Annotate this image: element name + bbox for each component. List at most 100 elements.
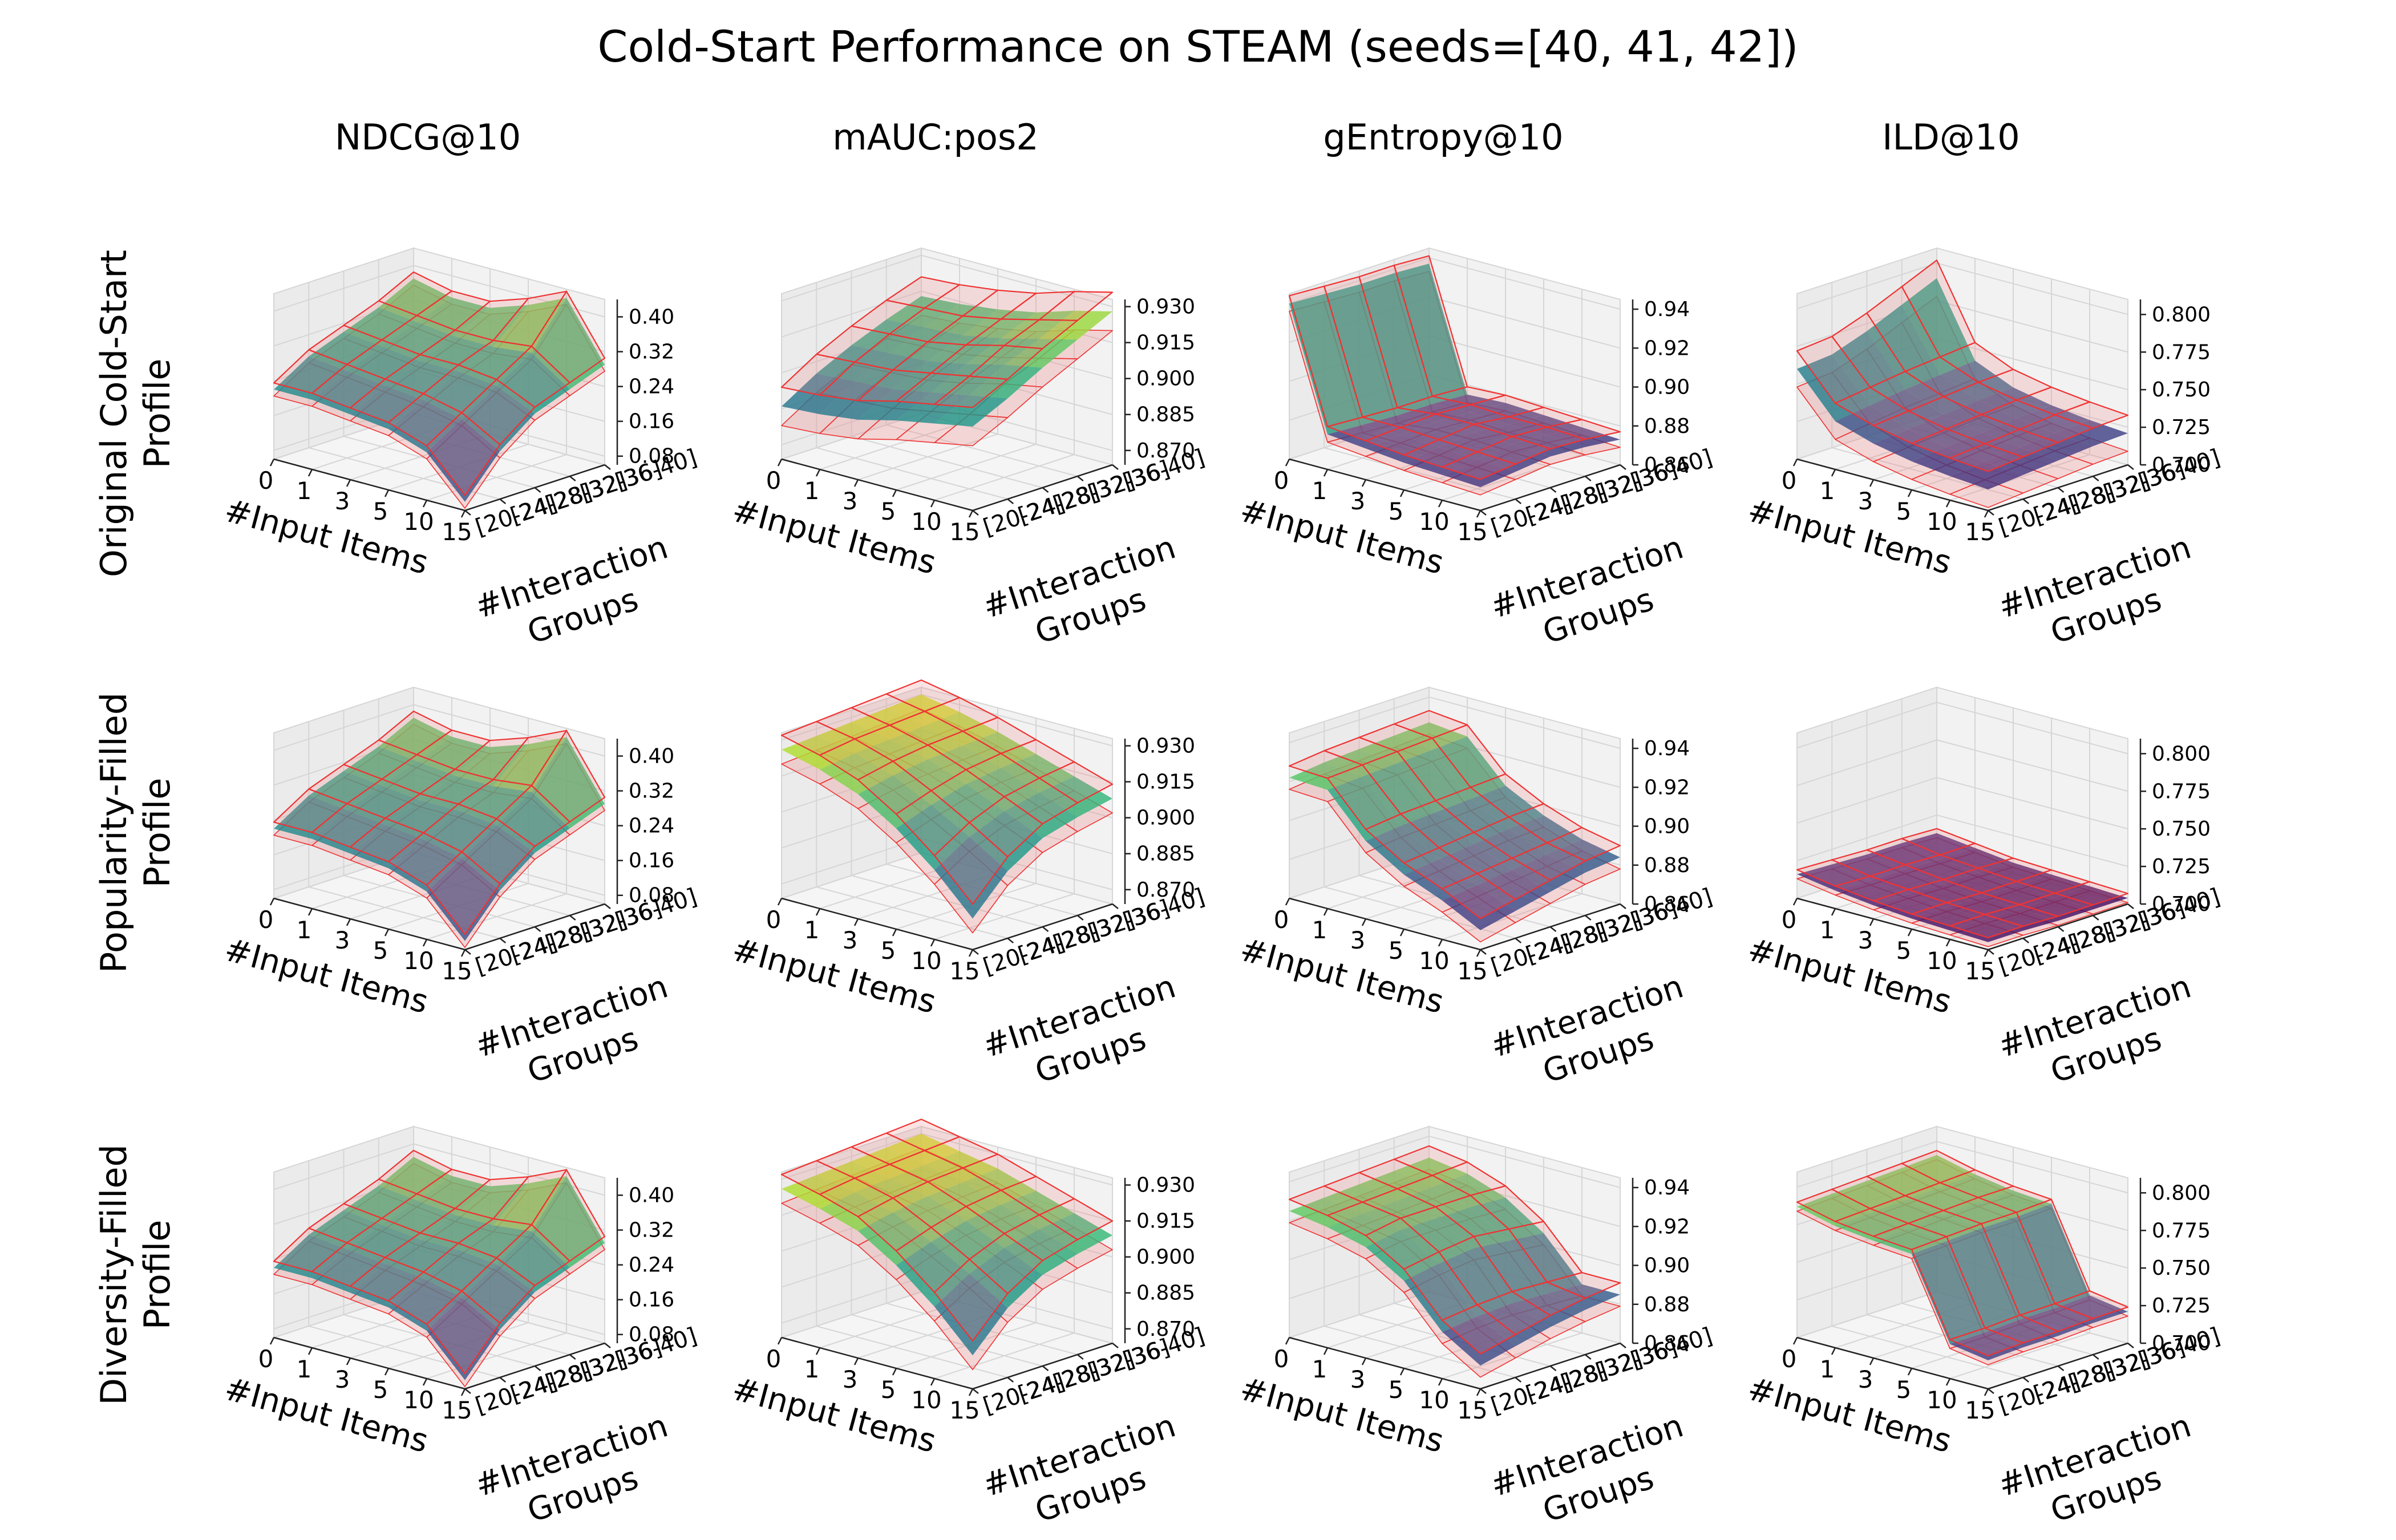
surface-cell [493,1176,566,1231]
grid-line [413,1143,605,1196]
x-tick-mark [892,1368,897,1376]
x-tick-mark [1438,939,1443,947]
x-tick-mark [1984,1388,1989,1396]
surface-cell [531,737,605,829]
grid-line [1428,1136,1621,1189]
surface-cell [858,1212,932,1266]
y-tick-mark [604,464,611,470]
surface-cell [1366,1230,1439,1281]
grid-line [851,1314,1043,1367]
surface-cell [462,825,535,891]
z-tick-label: 0.800 [2152,1181,2211,1205]
surface-cell [962,309,1036,339]
z-tick-label: 0.900 [1136,1246,1195,1269]
x-tick-mark [1399,929,1405,937]
z-tick-label: 0.930 [1136,1174,1195,1197]
grid-line [921,254,1113,307]
z-tick-label: 0.88 [1644,854,1690,877]
grid-line [1796,777,1937,824]
surface-cell [416,1176,490,1215]
grid-line [1796,739,1937,787]
x-tick-mark [777,459,783,467]
z-tick-label: 0.885 [1136,1282,1195,1305]
x-tick-label: 1 [804,1355,820,1383]
surface-cell [886,296,960,327]
x-tick-label: 10 [403,1386,434,1414]
surface-cell [458,786,532,825]
x-tick-label: 15 [1457,957,1487,985]
x-axis-label: #Input Items [1744,492,1956,582]
y-tick-label: [36-40] [1628,444,1715,495]
x-axis-line [1289,897,1481,951]
surface-cell [343,1185,417,1225]
x-tick-label: 5 [1896,1376,1912,1404]
surface-cell [1901,833,1975,860]
band-upper-cell [1949,443,2024,472]
x-tick-label: 0 [258,1345,274,1373]
y-tick-mark [1076,1354,1084,1360]
x-tick-mark [1476,949,1482,957]
y-tick-mark [534,926,541,932]
x-tick-mark [307,908,313,916]
surface-cell [1401,422,1474,448]
x-tick-label: 3 [335,487,350,515]
grid-line [1936,300,2128,353]
surface-cell [309,771,382,810]
y-tick-mark [1007,938,1014,943]
surface-cell [385,361,459,400]
x-tick-mark [968,949,974,957]
x-tick-label: 0 [258,467,274,495]
surface-cell [2054,886,2128,910]
x-tick-label: 0 [1274,1345,1289,1373]
x-tick-label: 5 [1389,497,1404,525]
x-tick-mark [1285,898,1290,906]
x-tick-label: 0 [1274,906,1289,934]
surface-cell [1943,400,2017,433]
surface-cell [1470,785,1544,829]
surface-cell [1474,829,1547,870]
band-upper-cell [426,851,501,935]
row-label-diversity: Diversity-Filled Profile [93,1144,178,1405]
surface-cell [1435,412,1509,432]
surface-cell [962,1168,1036,1205]
surface-cell [2016,405,2090,433]
surface-cell [455,305,528,347]
surface-cell [309,1210,382,1250]
x-axis-line [1796,458,1989,512]
surface-cell [274,795,347,839]
x-tick-mark [307,469,313,477]
x-axis-line [781,897,973,951]
y-tick-mark [1515,499,1522,504]
surface-cell [1394,1157,1467,1188]
surface-cell [1470,1197,1544,1241]
grid-line [781,1276,922,1324]
surface-cell [1912,1241,1985,1344]
x-tick-mark [1792,459,1798,467]
y-tick-mark [2127,903,2134,909]
x-tick-mark [1476,1388,1482,1396]
x-tick-label: 3 [843,1365,858,1393]
surface-cell [1324,749,1398,777]
x-tick-mark [1831,469,1836,477]
surface-cell [928,745,1001,784]
surface-cell [531,1176,605,1268]
panel-1-3: 0.86 0.88 0.90 0.92 0.94 0 1 3 5 10 15 #Input Items… [1236,247,1715,651]
panel-3-2: 0.870 0.885 0.900 0.915 0.930 0 1 3 5 10 15 #Input … [728,1118,1208,1530]
x-axis-line [273,458,466,512]
x-tick-label: 1 [1820,1355,1835,1383]
surface-cell [1797,354,1871,422]
x-axis-line [781,1336,973,1390]
surface-cell [312,810,386,854]
y-tick-mark [569,915,576,921]
x-tick-label: 3 [335,1365,350,1393]
surface-cell [1439,1248,1512,1317]
grid-line [1796,1291,1937,1338]
surface-cell [455,1183,528,1226]
surface-cell [1940,848,2013,873]
z-tick-label: 0.16 [629,1288,674,1312]
z-tick-label: 0.930 [1136,295,1195,319]
x-tick-mark [1984,510,1989,518]
surface-cell [966,338,1039,365]
y-tick-mark [569,476,576,481]
surface-cell [1835,881,1909,906]
